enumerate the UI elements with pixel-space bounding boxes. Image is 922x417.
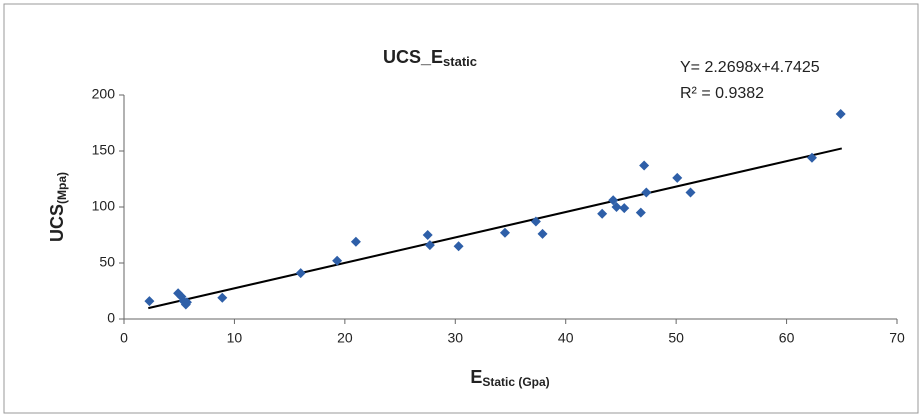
point <box>635 207 646 218</box>
point <box>597 208 608 219</box>
chart-title: UCS_Estatic <box>383 47 477 70</box>
x-tick-label: 70 <box>889 330 905 346</box>
x-tick-label: 30 <box>447 330 463 346</box>
x-tick-label: 20 <box>337 330 353 346</box>
point <box>530 216 541 227</box>
title-main: UCS_E <box>383 47 443 67</box>
point <box>611 202 622 212</box>
point <box>537 228 548 239</box>
x-label-subscript: Static (Gpa) <box>482 375 549 389</box>
equation: Y= 2.2698x+4.7425 <box>680 59 820 76</box>
point <box>639 160 650 171</box>
y-tick-label: 0 <box>107 310 115 326</box>
y-axis-label: UCS(Mpa) <box>47 172 69 242</box>
x-tick-label: 0 <box>120 330 128 346</box>
point <box>672 172 683 183</box>
point <box>835 109 846 120</box>
x-tick-label: 10 <box>227 330 243 346</box>
point <box>422 230 433 240</box>
point <box>453 241 464 252</box>
point <box>641 187 652 198</box>
x-tick-label: 60 <box>779 330 795 346</box>
point <box>685 187 696 198</box>
point <box>608 195 619 206</box>
point <box>424 240 435 251</box>
y-label-main: UCS <box>47 204 67 242</box>
point <box>806 152 817 163</box>
y-tick-label: 50 <box>99 254 115 270</box>
title-subscript: static <box>443 54 477 69</box>
x-tick-label: 40 <box>558 330 574 346</box>
chart-frame <box>3 3 919 414</box>
point <box>181 297 192 308</box>
trendline <box>148 147 843 310</box>
y-tick-label: 200 <box>92 86 116 102</box>
x-label-main: E <box>470 367 482 387</box>
point <box>144 296 155 307</box>
y-tick-label: 150 <box>92 142 116 158</box>
y-tick-label: 100 <box>92 198 116 214</box>
point <box>499 227 510 238</box>
r-squared: R² = 0.9382 <box>680 85 764 102</box>
x-axis-label: EStatic (Gpa) <box>470 367 549 389</box>
x-tick-label: 50 <box>668 330 684 346</box>
point <box>619 203 630 214</box>
point <box>332 255 343 266</box>
point <box>350 236 361 247</box>
point <box>217 292 228 303</box>
y-label-subscript: (Mpa) <box>55 172 69 204</box>
point <box>295 268 306 279</box>
